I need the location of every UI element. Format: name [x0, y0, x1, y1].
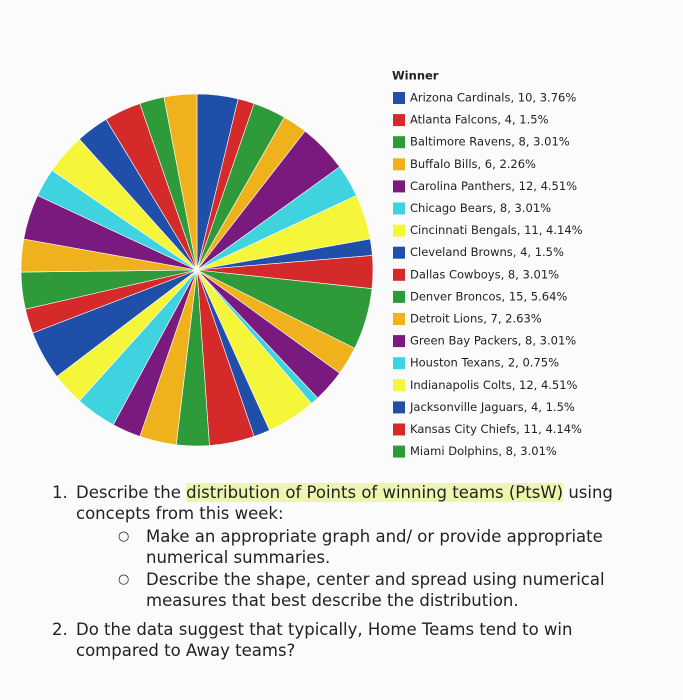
legend-label: Atlanta Falcons, 4, 1.5% — [410, 113, 549, 127]
bullet: ○ Make an appropriate graph and/ or provi… — [118, 526, 652, 568]
legend-swatch — [393, 335, 405, 348]
legend-swatch — [393, 180, 405, 193]
legend: Arizona Cardinals, 10, 3.76% Atlanta Falc… — [393, 91, 583, 458]
legend-label: Cincinnati Bengals, 11, 4.14% — [410, 223, 583, 237]
legend-label: Miami Dolphins, 8, 3.01% — [410, 444, 557, 458]
question-text: Describe the distribution of Points of w… — [76, 482, 652, 524]
legend-label: Cleveland Browns, 4, 1.5% — [410, 245, 564, 259]
legend-swatch — [393, 357, 405, 370]
legend-label: Buffalo Bills, 6, 2.26% — [410, 157, 536, 171]
legend-swatch — [393, 136, 405, 149]
highlight: distribution of Points of winning teams … — [186, 483, 564, 502]
questions: 1. Describe the distribution of Points o… — [52, 482, 652, 663]
legend-swatch — [393, 92, 405, 104]
legend-label: Houston Texans, 2, 0.75% — [410, 356, 559, 370]
legend-swatch — [393, 202, 405, 215]
legend-swatch — [393, 246, 405, 259]
bullet-text: Describe the shape, center and spread us… — [146, 570, 605, 610]
legend-swatch — [393, 313, 405, 325]
bullet-dot: ○ — [118, 529, 130, 544]
question-text: Do the data suggest that typically, Home… — [76, 620, 573, 660]
pie — [20, 93, 374, 447]
legend-label: Dallas Cowboys, 8, 3.01% — [410, 267, 559, 281]
legend-swatch — [393, 268, 405, 281]
legend-swatch — [393, 114, 405, 127]
legend-swatch — [393, 379, 405, 392]
legend-label: Detroit Lions, 7, 2.63% — [410, 312, 542, 326]
legend-title: Winner — [392, 69, 439, 83]
legend-swatch — [393, 158, 405, 171]
legend-label: Kansas City Chiefs, 11, 4.14% — [410, 422, 582, 436]
question-number: 2. — [52, 620, 68, 639]
legend-swatch — [393, 423, 405, 436]
text: using concepts from this week: — [76, 483, 613, 523]
legend-swatch — [393, 401, 405, 414]
bullet-dot: ○ — [118, 572, 130, 587]
legend-label: Baltimore Ravens, 8, 3.01% — [410, 135, 570, 149]
legend-swatch — [393, 224, 405, 237]
legend-label: Carolina Panthers, 12, 4.51% — [410, 179, 577, 193]
legend-label: Arizona Cardinals, 10, 3.76% — [410, 91, 576, 105]
legend-swatch — [393, 445, 405, 458]
question-number: 1. — [52, 483, 68, 502]
pie-slice — [163, 93, 198, 271]
bullet-text: Make an appropriate graph and/ or provid… — [146, 527, 603, 567]
question: 2. Do the data suggest that typically, H… — [52, 619, 652, 661]
text: Describe the — [76, 483, 187, 502]
bullet: ○ Describe the shape, center and spread u… — [118, 569, 652, 611]
chart: Winner Arizona Cardinals, 10, 3.76% Atlan… — [20, 69, 583, 458]
legend-swatch — [393, 290, 405, 303]
question: 1. Describe the distribution of Points o… — [52, 482, 652, 524]
legend-label: Green Bay Packers, 8, 3.01% — [410, 334, 576, 348]
legend-label: Denver Broncos, 15, 5.64% — [410, 289, 567, 303]
legend-label: Jacksonville Jaguars, 4, 1.5% — [409, 400, 575, 414]
legend-label: Chicago Bears, 8, 3.01% — [410, 201, 551, 215]
legend-label: Indianapolis Colts, 12, 4.51% — [410, 378, 578, 392]
